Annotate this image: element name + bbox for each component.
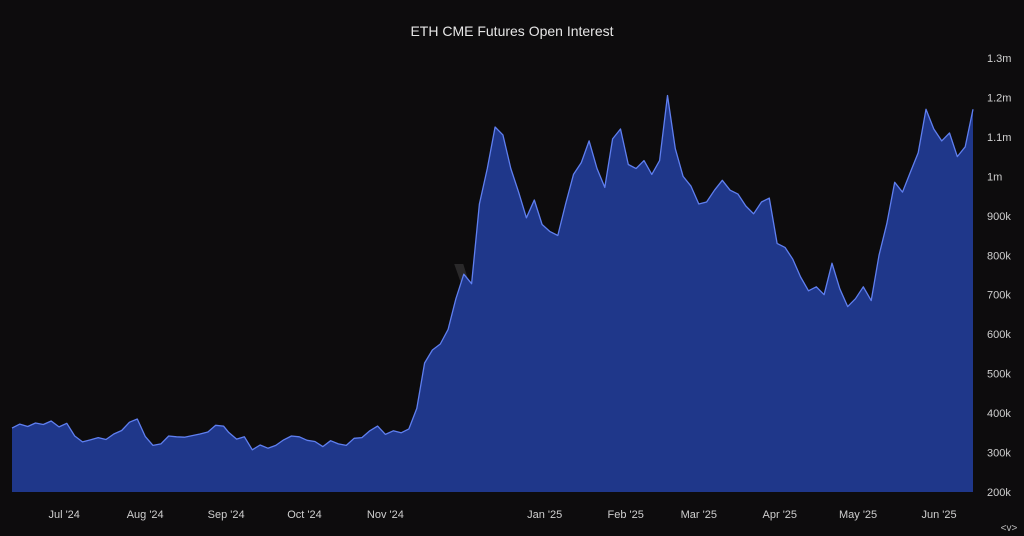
x-axis: Jul '24 Aug '24 Sep '24 Oct '24 Nov '24 Jan '… [48,509,956,521]
y-tick-label: 600k [987,329,1011,341]
x-tick-label: May '25 [839,509,877,521]
y-tick-label: 1.3m [987,53,1011,65]
x-tick-label: Jun '25 [922,509,957,521]
y-tick-label: 300k [987,448,1011,460]
y-tick-label: 1.2m [987,93,1011,105]
x-tick-label: Jan '25 [527,509,562,521]
y-tick-label: 1.1m [987,132,1011,144]
x-tick-label: Sep '24 [208,509,245,521]
y-tick-label: 200k [987,487,1011,499]
x-tick-label: Mar '25 [681,509,717,521]
y-axis: 1.3m 1.2m 1.1m 1m 900k 800k 700k 600k 500k 400k 30… [987,53,1011,499]
series-line [11,94,974,451]
area-fill [12,95,973,492]
x-tick-label: Nov '24 [367,509,404,521]
y-tick-label: 1m [987,171,1002,183]
x-tick-label: Aug '24 [127,509,164,521]
y-tick-label: 500k [987,369,1011,381]
y-tick-label: 800k [987,250,1011,262]
x-tick-label: Apr '25 [763,509,798,521]
chart-nav-control[interactable]: <v> [1001,523,1018,534]
y-tick-label: 400k [987,408,1011,420]
x-tick-label: Jul '24 [48,509,79,521]
y-tick-label: 900k [987,211,1011,223]
x-tick-label: Feb '25 [608,509,644,521]
x-tick-label: Oct '24 [287,509,322,521]
y-tick-label: 700k [987,290,1011,302]
plot-area [11,94,974,492]
chart-title: ETH CME Futures Open Interest [410,23,613,39]
